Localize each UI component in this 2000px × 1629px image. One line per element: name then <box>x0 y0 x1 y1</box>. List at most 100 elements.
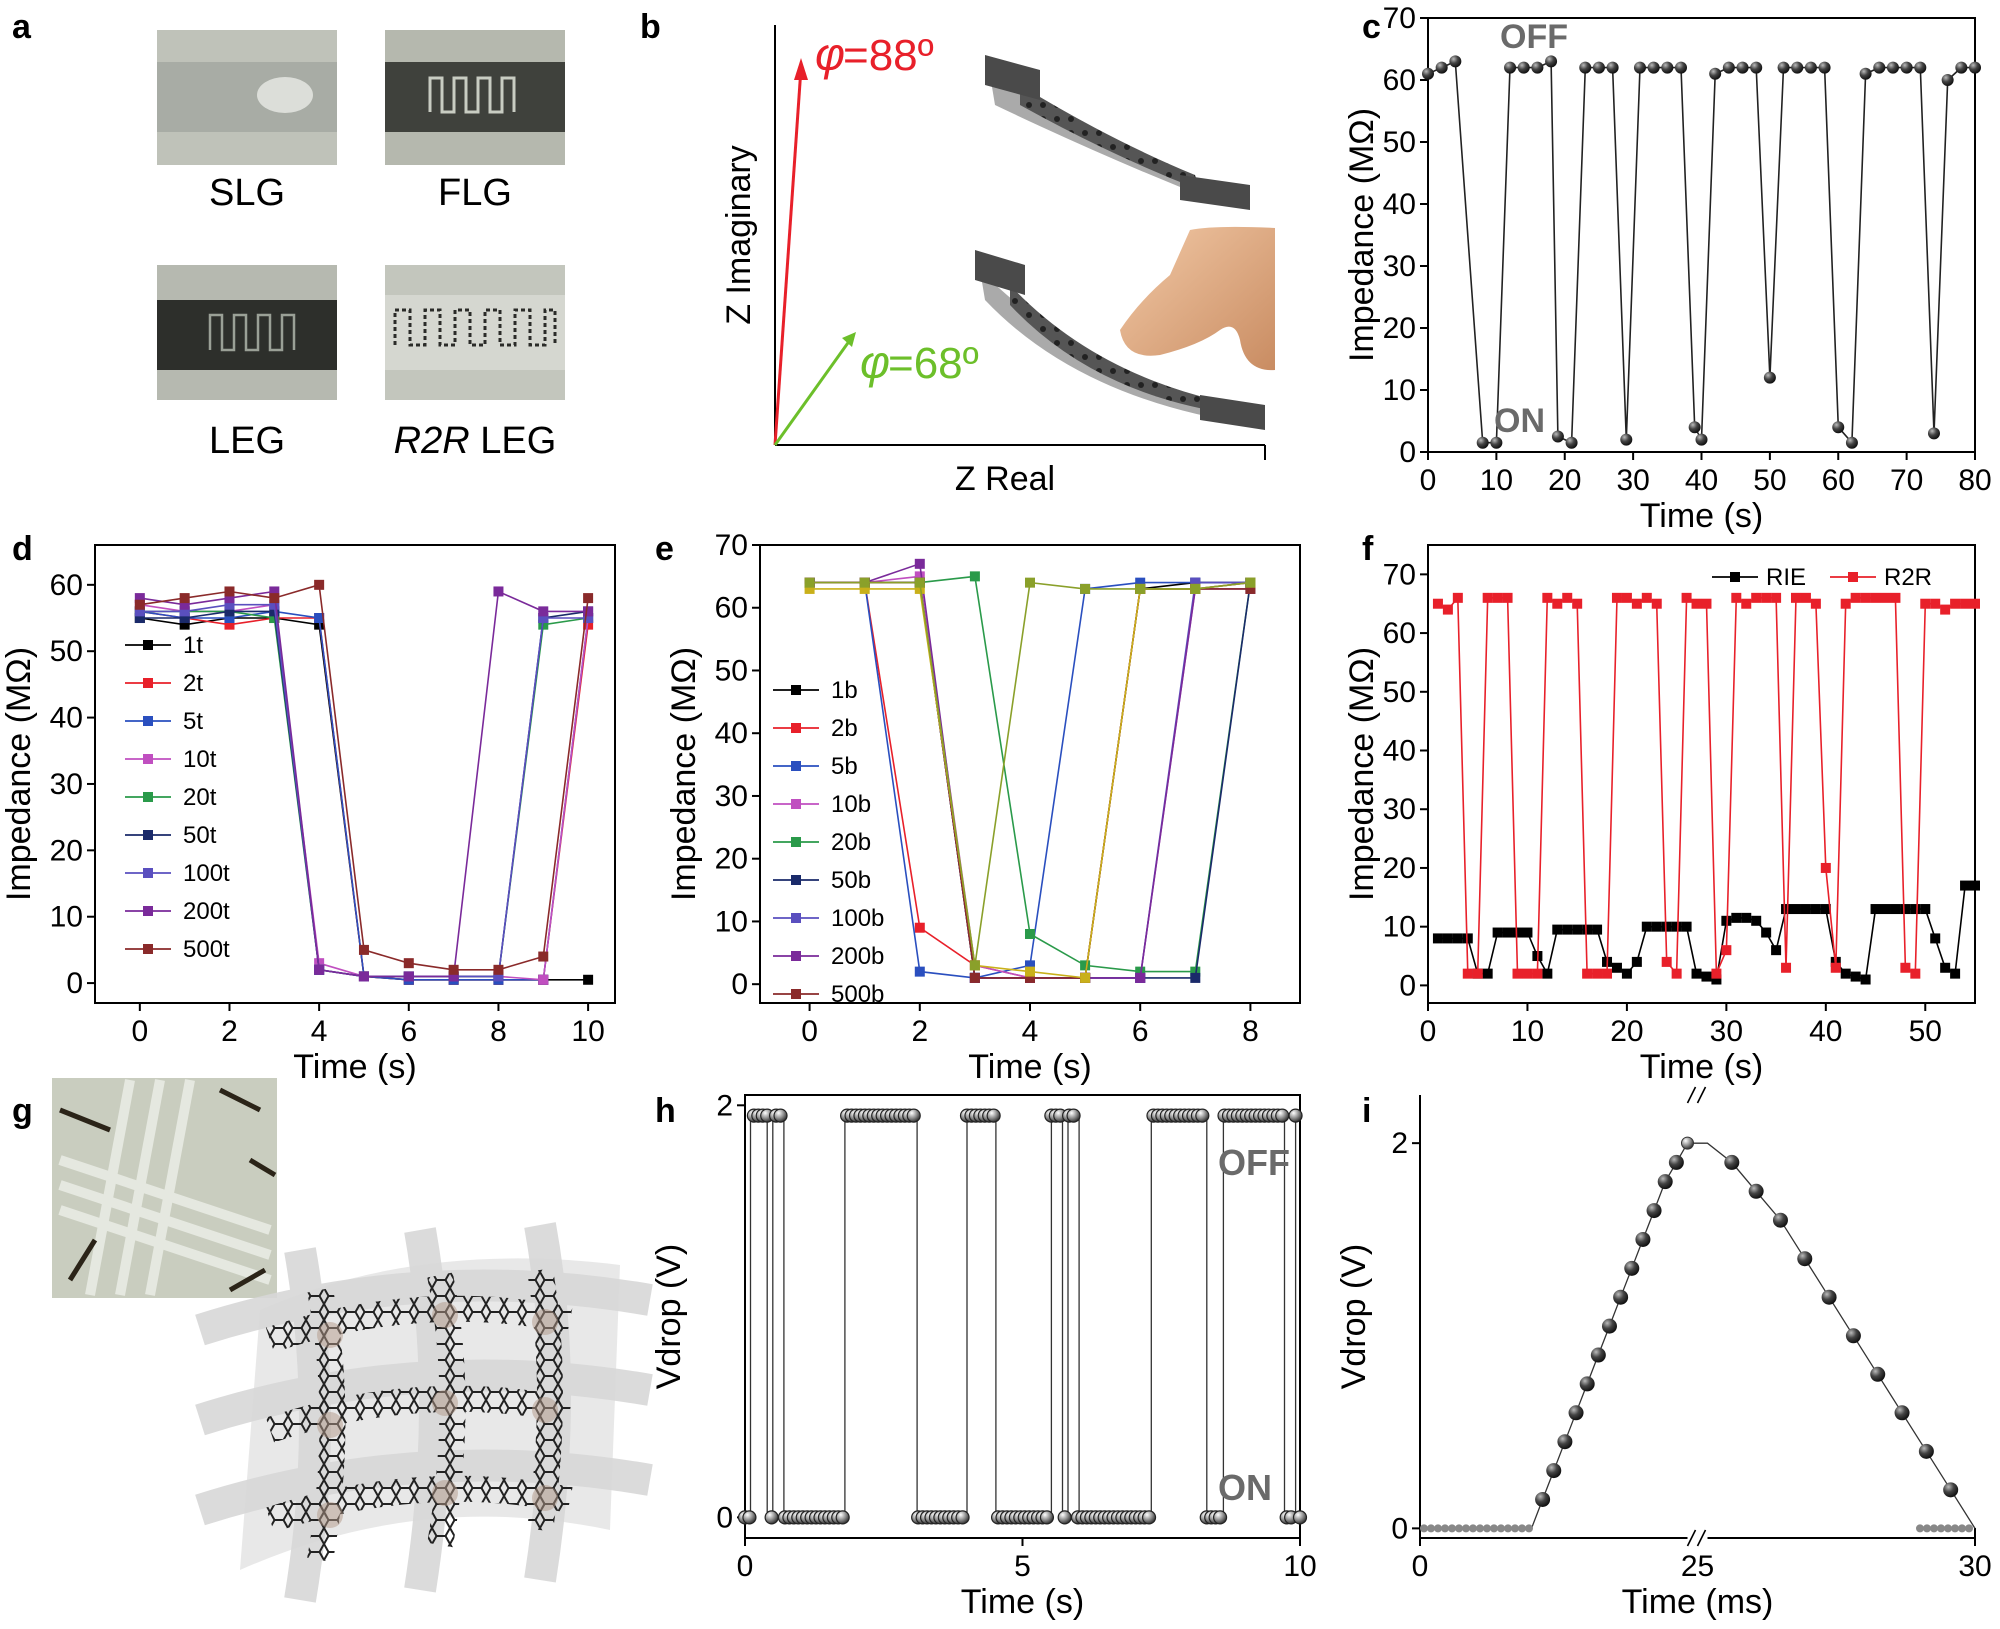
e-data-point <box>1080 972 1091 983</box>
f-data-point <box>1840 968 1851 979</box>
f-data-point <box>1900 962 1911 973</box>
c-data-point <box>1818 61 1831 74</box>
d-data-point <box>134 606 145 617</box>
f-data-point <box>1711 974 1722 985</box>
e-data-point <box>859 577 870 588</box>
i-data-point <box>1601 1318 1617 1334</box>
f-data-point <box>1910 968 1921 979</box>
f-data-point <box>1781 962 1792 973</box>
d-ytick-label: 0 <box>66 967 83 1000</box>
c-annotation-on: ON <box>1494 402 1545 440</box>
panel-b-label: b <box>640 8 661 46</box>
e-legend-marker <box>791 875 801 885</box>
e-legend-label: 2b <box>831 715 858 742</box>
e-legend-marker <box>791 723 801 733</box>
d-data-point <box>269 586 280 597</box>
f-data-point <box>1532 968 1543 979</box>
f-data-point <box>1950 968 1961 979</box>
f-data-point <box>1562 924 1573 935</box>
h-signal-trace <box>745 1114 1300 1519</box>
f-data-point <box>1552 924 1563 935</box>
f-data-point <box>1661 956 1672 967</box>
d-xtick-label: 10 <box>571 1015 604 1048</box>
f-data-point <box>1621 968 1632 979</box>
c-data-point <box>1476 436 1489 449</box>
i-data-point <box>1958 1524 1966 1533</box>
f-data-point <box>1930 933 1941 944</box>
h-data-point <box>1292 1510 1308 1525</box>
i-data-point <box>1579 1376 1595 1392</box>
d-data-point <box>269 613 280 624</box>
panel-g-label: g <box>12 1092 33 1130</box>
i-data-point <box>1821 1289 1837 1305</box>
d-ylabel: Impedance (MΩ) <box>0 647 38 901</box>
f-data-point <box>1442 933 1453 944</box>
e-data-point <box>1135 966 1146 977</box>
f-plot-frame <box>1427 544 1976 1004</box>
d-xtick-label: 4 <box>311 1015 328 1048</box>
c-data-point <box>1763 371 1776 384</box>
e-data-point <box>969 960 980 971</box>
c-xlabel: Time (s) <box>1640 497 1763 535</box>
h-xtick-label: 5 <box>1014 1550 1031 1583</box>
d-xtick-label: 2 <box>221 1015 238 1048</box>
d-data-point <box>538 619 549 630</box>
e-data-point <box>1025 928 1035 939</box>
panel-i-label: i <box>1362 1092 1371 1130</box>
h-data-point <box>1212 1510 1228 1525</box>
c-annotation-off: OFF <box>1500 18 1568 56</box>
i-data-point <box>1427 1524 1435 1533</box>
caption-slg: SLG <box>209 172 285 214</box>
e-legend-marker <box>791 837 801 847</box>
c-xtick-label: 40 <box>1685 464 1718 497</box>
i-xlabel: Time (ms) <box>1622 1583 1774 1621</box>
d-data-point <box>538 613 549 624</box>
h-data-point <box>955 1510 970 1525</box>
f-data-point <box>1950 598 1961 609</box>
c-data-point <box>1709 67 1722 80</box>
c-data-point <box>1422 67 1434 80</box>
f-data-point <box>1741 598 1752 609</box>
e-ytick-label: 50 <box>715 654 748 687</box>
d-data-point <box>179 606 190 617</box>
i-data-point <box>1448 1524 1456 1533</box>
f-legend-marker <box>1848 572 1858 582</box>
f-data-point <box>1960 598 1971 609</box>
h-data-point <box>742 1510 757 1525</box>
f-data-point <box>1870 904 1881 915</box>
f-data-point <box>1542 968 1553 979</box>
f-data-point <box>1691 598 1702 609</box>
i-data-point <box>1455 1524 1463 1533</box>
f-data-point <box>1611 962 1622 973</box>
d-data-point <box>224 613 235 624</box>
f-data-point <box>1681 921 1692 932</box>
e-legend-marker <box>791 685 801 695</box>
caption-leg: LEG <box>209 420 285 462</box>
h-data-point <box>764 1510 779 1525</box>
f-ytick-label: 40 <box>1383 735 1416 768</box>
d-data-point <box>583 619 594 630</box>
f-data-point <box>1820 904 1831 915</box>
f-data-point <box>1970 598 1980 609</box>
d-legend-label: 200t <box>183 898 230 925</box>
c-data-point <box>1886 61 1899 74</box>
d-xtick-label: 6 <box>400 1015 417 1048</box>
e-data-point <box>1135 972 1146 983</box>
e-xtick-label: 6 <box>1132 1015 1149 1048</box>
h-data-point <box>1066 1108 1081 1123</box>
chart-e: 0 2 4 6 8 0 10 20 30 40 50 60 70 Time (s) Impedance (M… <box>665 529 1301 1086</box>
e-data-point <box>1025 960 1035 971</box>
f-data-point <box>1810 598 1821 609</box>
e-legend-label: 200b <box>831 943 884 970</box>
d-legend-label: 2t <box>183 670 203 697</box>
f-data-point <box>1701 598 1712 609</box>
chart-d: 0 2 4 6 8 10 0 10 20 30 40 50 60 Time (s) Impedance (M… <box>0 544 616 1086</box>
h-data-point <box>1195 1108 1210 1123</box>
c-ytick-label: 30 <box>1383 250 1416 283</box>
electrode-pattern-leg <box>208 313 296 352</box>
d-data-point <box>583 593 594 604</box>
d-plot-frame <box>94 544 616 1004</box>
i-data-point <box>1845 1328 1861 1344</box>
panel-d: d 0 2 4 6 8 10 0 10 20 30 40 50 60 Time (s) Impedance … <box>0 530 616 1086</box>
caption-r2r-rest: LEG <box>470 420 557 462</box>
